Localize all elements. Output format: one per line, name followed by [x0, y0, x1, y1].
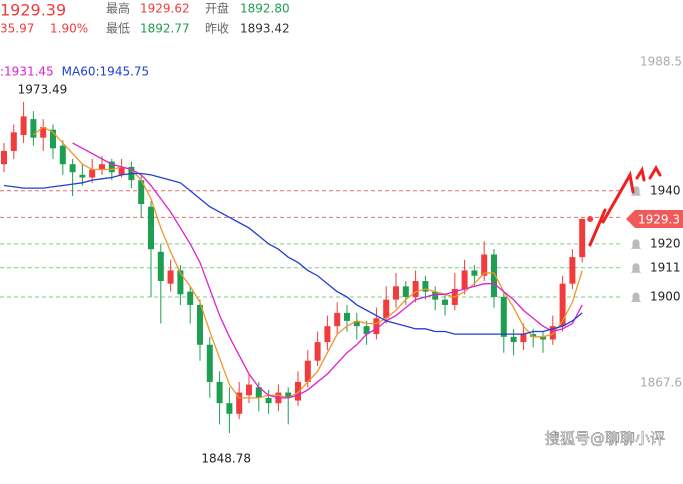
label: 最高	[106, 1, 130, 16]
arrow	[588, 170, 635, 247]
value: 1929.62	[140, 2, 190, 16]
candle-body	[344, 312, 350, 321]
candle-body	[206, 344, 213, 382]
max-label: 1973.49	[18, 82, 68, 96]
candle-body	[10, 132, 17, 151]
candle-body	[118, 166, 125, 175]
candle-body	[510, 336, 517, 343]
candle-body	[30, 119, 37, 138]
bell-icon	[631, 239, 641, 249]
candle-body	[69, 164, 76, 173]
arrows	[588, 165, 662, 247]
alert-label: 1920	[650, 236, 681, 250]
candle-body	[255, 387, 262, 398]
candle-body	[402, 286, 409, 297]
arrow	[635, 165, 662, 182]
candle-body	[373, 318, 380, 335]
candle-body	[177, 270, 184, 295]
candle-body	[500, 296, 507, 337]
candle-body	[236, 392, 243, 414]
candle-body	[422, 281, 429, 292]
candle-body	[157, 251, 164, 282]
ma-line	[3, 172, 583, 335]
value: 1893.42	[240, 22, 290, 36]
alert-label: 1940	[650, 183, 681, 197]
alert-label: 1911	[650, 260, 681, 274]
candle-body	[285, 392, 292, 398]
price: 1929.39	[0, 1, 66, 20]
candle-body	[197, 304, 203, 345]
candle-body	[265, 397, 272, 404]
price-tag-label: 1929.3	[638, 212, 680, 226]
candle-body	[304, 360, 311, 382]
candle-body	[314, 342, 321, 361]
candle-body	[569, 257, 576, 284]
ma-line	[72, 142, 583, 399]
candle-body	[559, 283, 566, 327]
candle-body	[471, 270, 478, 276]
candle-body	[216, 381, 223, 404]
label: 开盘	[205, 1, 229, 16]
change: 35.97	[0, 22, 34, 36]
label: 昨收	[205, 22, 229, 36]
candle-body	[295, 381, 301, 401]
bell-icon	[631, 263, 641, 273]
candle-body	[383, 299, 390, 319]
candle-body	[442, 299, 448, 305]
candle-body	[40, 127, 47, 138]
candle-body	[138, 180, 145, 205]
candle-body	[432, 291, 439, 300]
candle-body	[491, 254, 497, 297]
alert-label: 1900	[650, 289, 681, 303]
legend-entry: MA60:1945.75	[62, 65, 150, 79]
candle-body	[246, 384, 252, 396]
candle-body	[59, 145, 66, 165]
candle-body	[324, 326, 331, 343]
candle-body	[1, 150, 7, 165]
candle-body	[549, 326, 556, 340]
candle-body	[226, 403, 233, 414]
candle-body	[412, 281, 419, 297]
label: 最低	[106, 22, 130, 36]
candle-body	[108, 161, 115, 173]
candle-body	[540, 336, 546, 340]
price-dot	[587, 215, 594, 222]
value: 1892.80	[240, 2, 290, 16]
min-label: 1848.78	[201, 451, 251, 465]
price-tag-bg	[626, 209, 683, 228]
candle-body	[520, 334, 527, 343]
watermark: 搜狐号@聊聊小评	[545, 430, 665, 448]
candle-body	[363, 326, 370, 335]
candle-body	[334, 312, 341, 327]
candle-body	[393, 286, 399, 300]
y-tick-label: 1988.5	[640, 55, 682, 69]
candle-body	[579, 218, 586, 258]
bell-icon	[631, 292, 641, 302]
candle-body	[50, 129, 56, 149]
candle-body	[481, 254, 488, 276]
y-tick-label: 1867.6	[640, 376, 682, 390]
candle-body	[89, 169, 96, 178]
candle-body	[187, 291, 194, 305]
change-pct: 1.90%	[50, 22, 88, 36]
candle-body	[20, 116, 27, 136]
candle-body	[353, 320, 360, 327]
candle-body	[461, 270, 468, 290]
legend-entry: :1931.45	[0, 65, 54, 79]
candle-body	[99, 164, 105, 170]
candle-body	[79, 174, 86, 178]
value: 1892.77	[140, 22, 190, 36]
candle-body	[167, 270, 174, 284]
candle-body	[530, 334, 537, 337]
candle-body	[148, 206, 154, 250]
